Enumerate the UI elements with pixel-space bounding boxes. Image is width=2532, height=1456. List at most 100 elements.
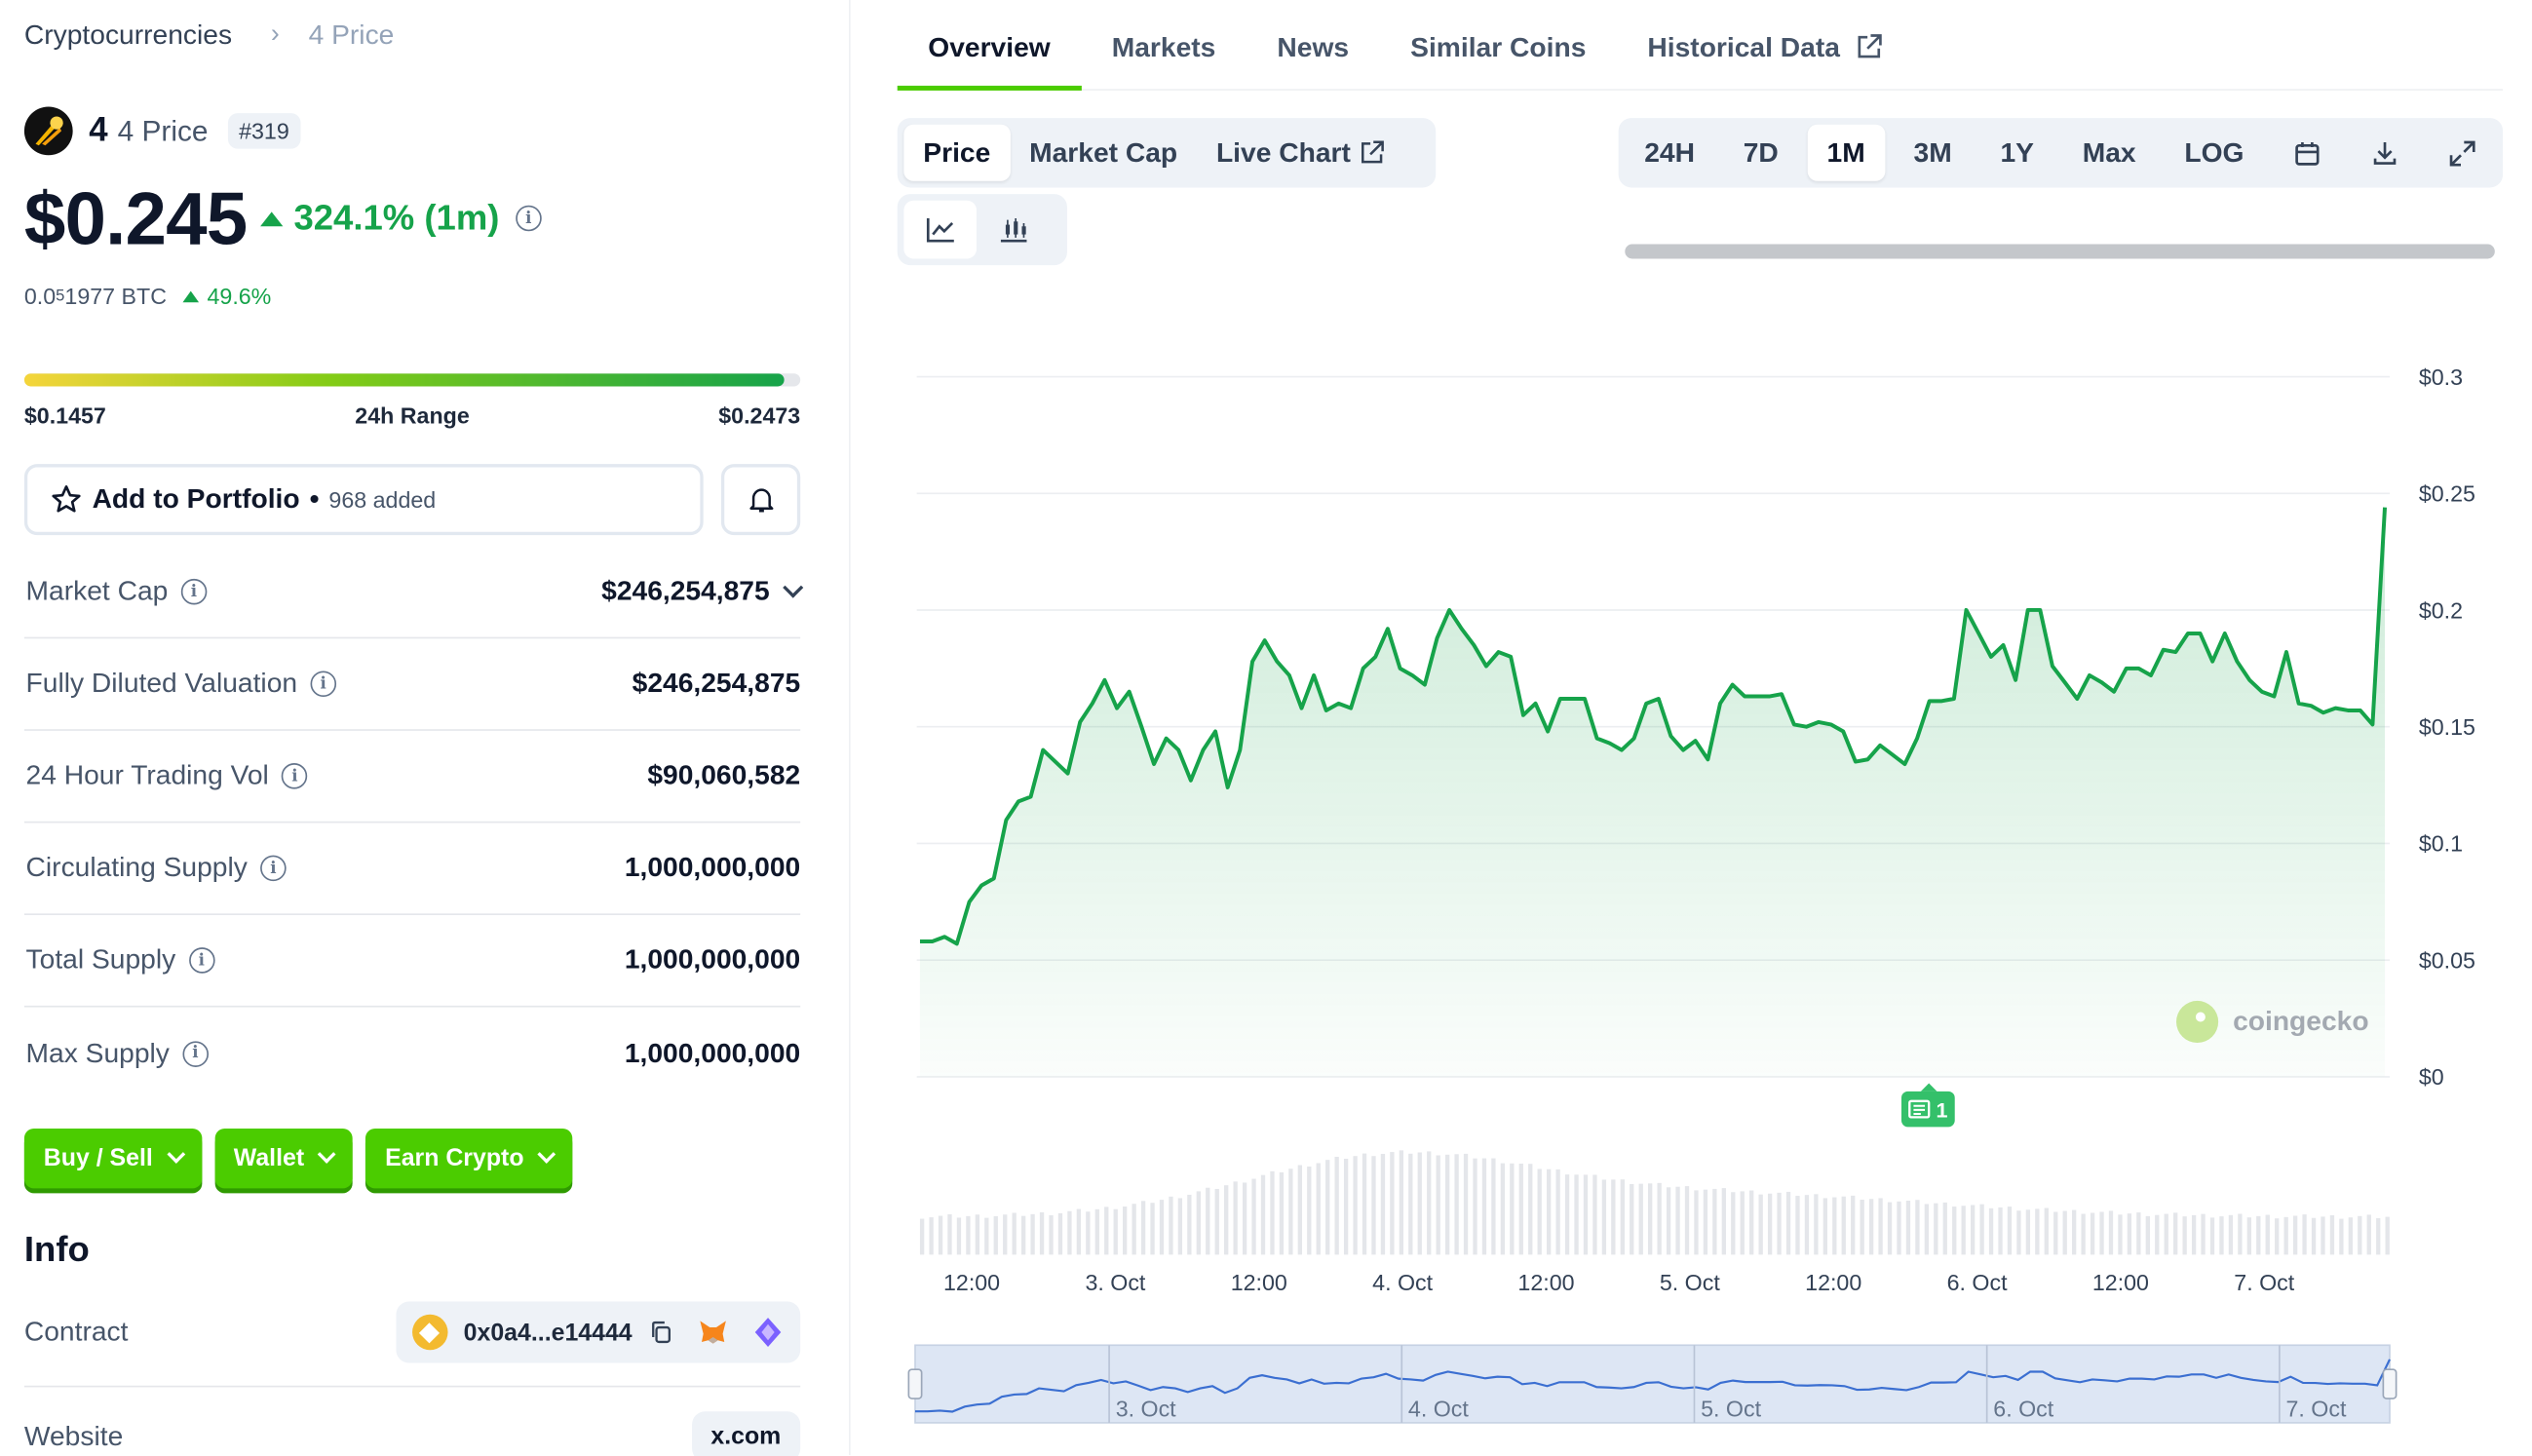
volume-bar <box>1196 1191 1201 1255</box>
volume-bar <box>1970 1205 1976 1255</box>
volume-bar <box>1140 1201 1146 1255</box>
volume-bar <box>1601 1179 1607 1255</box>
chart-type-price[interactable]: Price <box>903 124 1011 181</box>
volume-bar <box>2164 1213 2168 1255</box>
y-tick-label: $0.05 <box>2419 947 2475 973</box>
volume-bar <box>1463 1153 1469 1255</box>
candlestick-chart-icon[interactable] <box>977 201 1050 259</box>
earn-crypto-button[interactable]: Earn Crypto <box>365 1128 573 1189</box>
stat-label: Market Cap <box>25 575 169 607</box>
volume-bar <box>1491 1158 1496 1255</box>
tab-historical-data-label: Historical Data <box>1647 32 1840 63</box>
calendar-icon[interactable] <box>2273 125 2341 181</box>
info-icon[interactable]: i <box>188 947 215 974</box>
market-cap-dropdown[interactable]: $246,254,875 <box>601 576 804 608</box>
range-1m[interactable]: 1M <box>1807 124 1885 181</box>
x-tick-label: 12:00 <box>943 1270 1000 1295</box>
range-scrollbar[interactable] <box>1625 244 2495 259</box>
stats-list: Market Cap i $246,254,875 Fully Diluted V… <box>23 547 804 1099</box>
price-alert-button[interactable] <box>720 464 801 536</box>
volume-bar <box>1030 1213 1035 1255</box>
volume-bar <box>1998 1207 2003 1255</box>
info-icon[interactable]: i <box>310 671 336 698</box>
coin-header: 4 4 Price #319 <box>23 106 301 156</box>
volume-bar <box>1307 1166 1312 1255</box>
breadcrumb-root[interactable]: Cryptocurrencies <box>23 19 233 51</box>
x-tick-label: 4. Oct <box>1372 1270 1433 1295</box>
coingecko-logo-icon <box>2176 1000 2219 1044</box>
info-icon[interactable]: i <box>182 1040 209 1067</box>
range-max[interactable]: Max <box>2082 136 2136 168</box>
volume-bar <box>1094 1208 1099 1255</box>
price-area <box>919 507 2386 1077</box>
volume-bar <box>2256 1215 2261 1255</box>
info-icon[interactable]: i <box>282 763 308 789</box>
navigator-tick-label: 4. Oct <box>1408 1396 1469 1421</box>
chevron-down-icon <box>166 1145 185 1164</box>
metamask-icon[interactable] <box>697 1318 729 1347</box>
volume-bar <box>1242 1182 1247 1255</box>
range-labels: $0.1457 24h Range $0.2473 <box>24 402 800 429</box>
chart-view-selector <box>897 194 1067 266</box>
info-icon[interactable]: i <box>180 578 208 605</box>
breadcrumb-current: 4 Price <box>308 19 395 51</box>
volume-bar <box>2246 1217 2251 1255</box>
volume-bar <box>1675 1186 1680 1255</box>
add-to-portfolio-button[interactable]: Add to Portfolio • 968 added <box>23 464 704 536</box>
volume-bar <box>975 1214 980 1255</box>
volume-bar <box>1887 1202 1893 1255</box>
wallet-icon[interactable] <box>751 1316 784 1348</box>
navigator-handle[interactable] <box>2382 1368 2398 1399</box>
x-axis: 12:00 3. Oct 12:00 4. Oct 12:00 5. Oct 12:00 6.… <box>943 1270 2295 1295</box>
volume-bar <box>1510 1163 1515 1255</box>
volume-bar <box>2062 1210 2067 1255</box>
buy-sell-label: Buy / Sell <box>43 1144 153 1172</box>
y-tick-label: $0.25 <box>2419 481 2475 507</box>
website-link[interactable]: x.com <box>691 1411 801 1456</box>
price-change: 324.1% (1m) <box>259 197 500 239</box>
stat-row-market-cap: Market Cap i $246,254,875 <box>23 547 804 639</box>
range-24h[interactable]: 24H <box>1644 136 1695 168</box>
range-1y[interactable]: 1Y <box>2000 136 2034 168</box>
chart-type-market-cap[interactable]: Market Cap <box>1029 136 1178 168</box>
news-marker[interactable]: 1 <box>1900 1083 1955 1128</box>
expand-icon[interactable] <box>2429 125 2497 181</box>
caret-up-icon <box>182 289 200 302</box>
range-navigator[interactable]: 3. Oct 4. Oct 5. Oct 6. Oct 7. Oct <box>907 1344 2398 1424</box>
chart-type-selector: Price Market Cap Live Chart <box>897 118 1437 188</box>
volume-bar <box>2155 1214 2160 1255</box>
tab-overview[interactable]: Overview <box>897 0 1082 91</box>
y-tick-label: $0.15 <box>2419 714 2475 740</box>
info-icon[interactable]: i <box>516 205 542 232</box>
price-change-value: 324.1% (1m) <box>293 197 500 238</box>
contract-pill[interactable]: 0x0a4...e14444 <box>395 1301 801 1363</box>
volume-bar <box>2118 1214 2123 1255</box>
tab-markets[interactable]: Markets <box>1111 32 1216 63</box>
line-chart-icon[interactable] <box>903 200 978 259</box>
volume-bar <box>1952 1207 1957 1255</box>
wallet-button[interactable]: Wallet <box>213 1128 353 1189</box>
y-tick-label: $0 <box>2419 1064 2444 1090</box>
info-icon[interactable]: i <box>260 855 287 882</box>
buy-sell-button[interactable]: Buy / Sell <box>23 1128 202 1189</box>
volume-bar <box>2016 1210 2021 1255</box>
volume-bar <box>2348 1217 2354 1255</box>
price-chart[interactable]: $0.3 $0.25 $0.2 $0.15 $0.1 $0.05 $0 12:00 3. Oc… <box>898 324 2503 1439</box>
volume-bar <box>1399 1150 1404 1255</box>
volume-bar <box>2209 1217 2215 1255</box>
range-3m[interactable]: 3M <box>1913 136 1952 168</box>
tab-similar-coins[interactable]: Similar Coins <box>1410 32 1587 63</box>
volume-bar <box>2329 1214 2335 1255</box>
navigator-handle[interactable] <box>907 1368 923 1399</box>
volume-bar <box>1712 1188 1717 1255</box>
volume-bar <box>1132 1204 1136 1255</box>
volume-bar <box>2025 1209 2031 1255</box>
tab-historical-data[interactable]: Historical Data <box>1617 0 1914 91</box>
copy-icon[interactable] <box>648 1320 674 1346</box>
range-log[interactable]: LOG <box>2184 136 2244 168</box>
download-icon[interactable] <box>2351 125 2419 181</box>
chart-type-live-chart[interactable]: Live Chart <box>1197 125 1405 181</box>
chevron-down-icon <box>783 577 804 598</box>
tab-news[interactable]: News <box>1277 32 1350 63</box>
range-7d[interactable]: 7D <box>1743 136 1779 168</box>
